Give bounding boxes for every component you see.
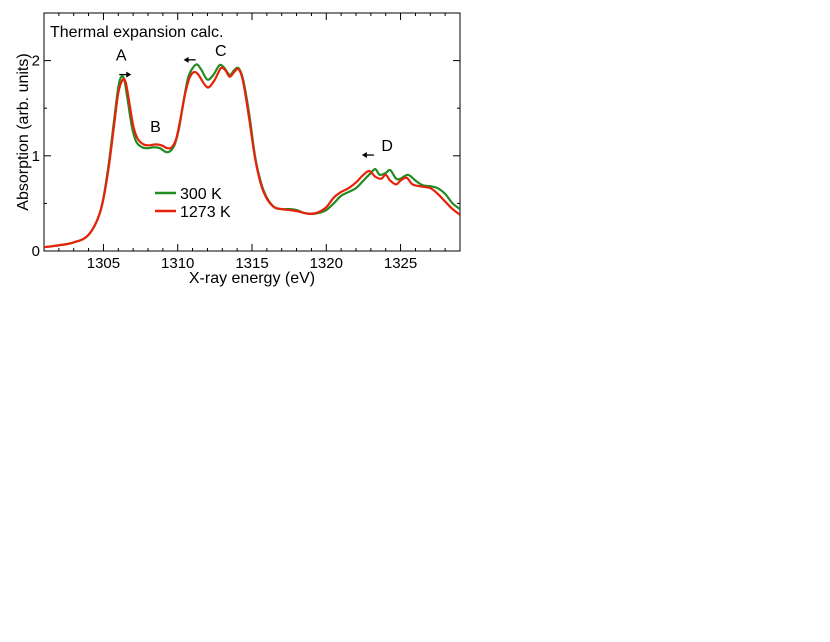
peak-label-C: C (215, 43, 227, 60)
y-axis-label: Absorption (arb. units) (15, 53, 32, 210)
x-tick-label-3: 1320 (310, 255, 343, 272)
peak-label-A: A (116, 48, 127, 65)
y-tick-label-2: 2 (32, 53, 40, 70)
y-tick-label-0: 0 (32, 243, 40, 260)
x-tick-label-0: 1305 (87, 255, 120, 272)
peak-arrow-head-C (183, 56, 189, 63)
annotation-layer: A B C D (116, 43, 393, 159)
series-line-0 (44, 63, 460, 249)
x-axis-label: X-ray energy (eV) (189, 270, 315, 287)
peak-label-B: B (150, 119, 161, 136)
peak-label-D: D (381, 138, 393, 155)
x-tick-label-1: 1310 (161, 255, 194, 272)
peak-arrow-head-A (126, 71, 132, 78)
tick-group: 1305 1310 1315 1320 1325 0 1 2 (32, 13, 461, 272)
peak-arrow-head-D (361, 152, 367, 159)
series-line-1 (44, 66, 460, 249)
x-tick-label-2: 1315 (235, 255, 268, 272)
chart-title: Thermal expansion calc. (50, 24, 223, 41)
legend-label-1: 1273 K (180, 204, 231, 221)
y-tick-label-1: 1 (32, 148, 40, 165)
legend: 300 K 1273 K (155, 186, 231, 221)
series-layer (44, 63, 460, 249)
legend-label-0: 300 K (180, 186, 222, 203)
x-tick-label-4: 1325 (384, 255, 417, 272)
